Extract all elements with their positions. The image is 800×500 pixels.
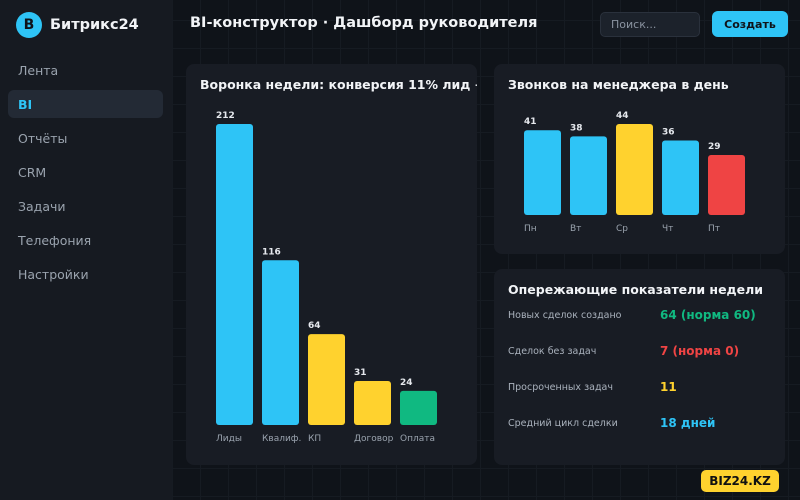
calls-bar-1: [570, 136, 607, 215]
kpi-value: 11: [660, 380, 677, 394]
logo-icon: B: [16, 12, 42, 38]
calls-category-label-3: Чт: [662, 224, 673, 234]
calls-bar-2: [616, 124, 653, 215]
kpi-row: Просроченных задач 11: [508, 380, 778, 394]
funnel-chart: 212 Лиды 116 Квалиф. 64 КП 31 Договор 24 Оплата: [216, 111, 437, 444]
create-button[interactable]: Создать: [712, 11, 788, 37]
calls-category-label-2: Ср: [616, 224, 628, 234]
calls-bar-0: [524, 130, 561, 215]
funnel-bar-1: [262, 260, 299, 425]
kpi-value: 64 (норма 60): [660, 308, 756, 322]
calls-card: Звонков на менеджера в день 41 Пн 38 Вт 44 Ср…: [494, 64, 785, 254]
sidebar-item-settings[interactable]: Настройки: [18, 266, 89, 282]
funnel-category-label-3: Договор: [354, 434, 394, 444]
sidebar-item-feed[interactable]: Лента: [18, 62, 59, 78]
kpi-value: 18 дней: [660, 416, 716, 430]
calls-value-label-3: 36: [662, 128, 675, 138]
kpi-label: Новых сделок создано: [508, 309, 622, 321]
calls-chart-title: Звонков на менеджера в день: [508, 77, 729, 92]
page-title: BI-конструктор · Дашборд руководителя: [190, 15, 538, 31]
sidebar-item-bi[interactable]: BI: [8, 90, 163, 118]
funnel-bar-2: [308, 334, 345, 425]
calls-value-label-1: 38: [570, 123, 583, 133]
kpi-card: Опережающие показатели недели Новых сдел…: [494, 269, 785, 465]
funnel-category-label-4: Оплата: [400, 434, 435, 444]
brand[interactable]: B Битрикс24: [16, 12, 139, 38]
sidebar-item-reports[interactable]: Отчёты: [18, 130, 68, 146]
funnel-bar-4: [400, 390, 437, 425]
sidebar-item-crm[interactable]: CRM: [18, 164, 47, 180]
funnel-category-label-2: КП: [308, 434, 321, 444]
calls-category-label-1: Вт: [570, 224, 581, 234]
sidebar-item-telephony[interactable]: Телефония: [18, 232, 92, 248]
watermark-badge: BIZ24.KZ: [701, 470, 779, 492]
funnel-card: Воронка недели: конверсия 11% лид → опла…: [186, 64, 477, 465]
funnel-value-label-2: 64: [308, 321, 321, 331]
kpi-row: Новых сделок создано 64 (норма 60): [508, 308, 778, 322]
sidebar: B Битрикс24 Лента BI Отчёты CRM Задачи Т…: [0, 0, 172, 500]
funnel-value-label-1: 116: [262, 247, 281, 257]
calls-category-label-0: Пн: [524, 224, 537, 234]
calls-value-label-2: 44: [616, 111, 629, 121]
funnel-value-label-3: 31: [354, 368, 367, 378]
kpi-label: Просроченных задач: [508, 381, 613, 393]
calls-bar-4: [708, 155, 745, 215]
sidebar-nav: Лента BI Отчёты CRM Задачи Телефония Нас…: [8, 56, 163, 294]
kpi-title: Опережающие показатели недели: [508, 282, 764, 297]
sidebar-item-tasks[interactable]: Задачи: [18, 198, 66, 214]
main-area: BI-конструктор · Дашборд руководителя Со…: [172, 0, 800, 500]
funnel-category-label-0: Лиды: [216, 434, 242, 444]
funnel-chart-title: Воронка недели: конверсия 11% лид → опла…: [200, 77, 477, 92]
kpi-label: Средний цикл сделки: [508, 417, 618, 429]
funnel-value-label-0: 212: [216, 111, 235, 121]
calls-chart: 41 Пн 38 Вт 44 Ср 36 Чт 29 Пт: [524, 111, 745, 234]
kpi-value: 7 (норма 0): [660, 344, 740, 358]
calls-bar-3: [662, 140, 699, 215]
calls-value-label-0: 41: [524, 117, 537, 127]
funnel-category-label-1: Квалиф.: [262, 434, 301, 444]
calls-category-label-4: Пт: [708, 224, 720, 234]
kpi-row: Средний цикл сделки 18 дней: [508, 416, 778, 430]
kpi-row: Сделок без задач 7 (норма 0): [508, 344, 778, 358]
funnel-value-label-4: 24: [400, 378, 413, 388]
calls-value-label-4: 29: [708, 142, 721, 152]
funnel-bar-3: [354, 380, 391, 425]
funnel-bar-0: [216, 124, 253, 425]
brand-name: Битрикс24: [50, 17, 139, 33]
search-input[interactable]: [600, 12, 700, 37]
kpi-label: Сделок без задач: [508, 345, 597, 357]
